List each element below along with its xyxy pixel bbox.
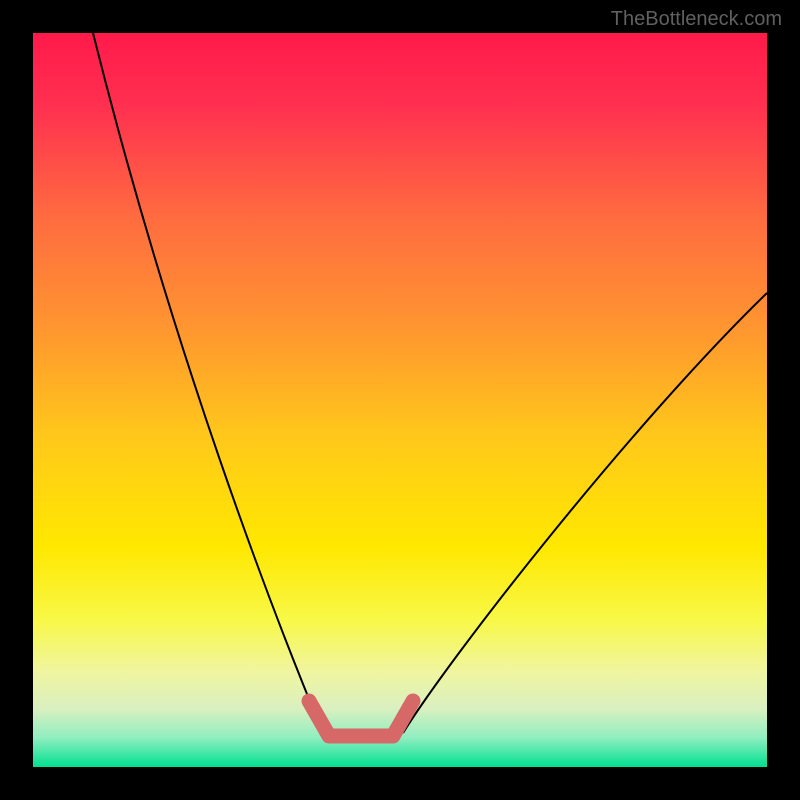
curve-left: [93, 33, 323, 733]
bottom-highlight: [309, 701, 413, 736]
watermark-text: TheBottleneck.com: [611, 8, 782, 31]
curve-right: [403, 293, 767, 733]
plot-area: [33, 33, 767, 767]
curve-layer: [33, 33, 767, 767]
